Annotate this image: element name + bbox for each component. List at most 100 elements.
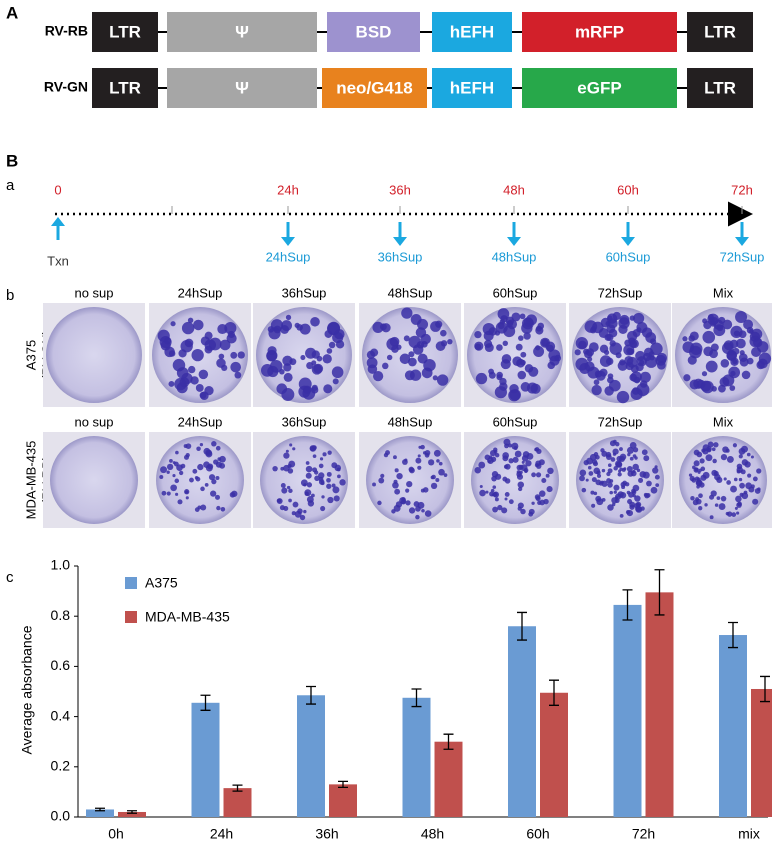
colony bbox=[736, 511, 740, 515]
colony bbox=[609, 342, 623, 355]
colony bbox=[230, 361, 241, 373]
colony bbox=[746, 452, 751, 457]
colony bbox=[447, 338, 453, 345]
colony bbox=[625, 482, 630, 487]
colony bbox=[726, 480, 731, 485]
column-label: 24hSup bbox=[178, 285, 223, 300]
colony bbox=[751, 346, 762, 358]
colony bbox=[525, 460, 532, 467]
colony bbox=[283, 372, 293, 382]
colony bbox=[394, 468, 399, 473]
colony bbox=[401, 307, 413, 319]
colony bbox=[732, 347, 740, 355]
colony bbox=[327, 322, 341, 336]
construct-part bbox=[92, 12, 158, 52]
colony bbox=[625, 510, 631, 515]
colony bbox=[494, 453, 500, 458]
colony bbox=[306, 482, 313, 488]
colony bbox=[289, 358, 297, 366]
colony bbox=[720, 359, 730, 368]
colony bbox=[635, 350, 646, 361]
colony bbox=[689, 342, 703, 356]
colony bbox=[328, 341, 336, 349]
colony bbox=[391, 509, 396, 514]
colony bbox=[421, 508, 425, 513]
colony bbox=[516, 473, 524, 480]
colony bbox=[490, 456, 497, 463]
colony bbox=[517, 481, 525, 488]
colony bbox=[694, 467, 699, 472]
x-tick-label: 24h bbox=[210, 826, 233, 842]
colony bbox=[383, 452, 389, 458]
colony bbox=[707, 441, 714, 448]
part-label: LTR bbox=[109, 78, 141, 97]
colony bbox=[716, 324, 724, 332]
colony bbox=[320, 481, 325, 486]
colony bbox=[219, 339, 231, 351]
colony bbox=[285, 314, 292, 321]
colony bbox=[432, 375, 438, 381]
column-label: no sup bbox=[74, 285, 113, 300]
colony bbox=[435, 341, 446, 351]
colony bbox=[613, 490, 617, 494]
event-arrowhead bbox=[393, 237, 407, 246]
colony bbox=[683, 374, 691, 382]
colony bbox=[410, 314, 422, 325]
colony bbox=[304, 489, 312, 497]
colony bbox=[757, 487, 761, 491]
colony bbox=[196, 446, 201, 452]
colony bbox=[528, 511, 534, 517]
colony bbox=[536, 448, 542, 455]
colony bbox=[520, 382, 531, 392]
colony bbox=[399, 353, 411, 365]
colony bbox=[175, 450, 179, 455]
event-arrowhead bbox=[621, 237, 635, 246]
colony bbox=[758, 352, 772, 365]
colony bbox=[184, 489, 190, 495]
colony bbox=[631, 488, 636, 494]
colony bbox=[612, 448, 619, 455]
colony bbox=[475, 372, 488, 385]
colony bbox=[479, 485, 483, 489]
event-label: 24hSup bbox=[266, 249, 311, 264]
colony bbox=[709, 515, 714, 520]
construct-part bbox=[522, 12, 677, 52]
colony bbox=[488, 368, 494, 375]
colony bbox=[159, 475, 164, 480]
colony bbox=[420, 444, 425, 450]
colony bbox=[747, 473, 752, 478]
construct-part bbox=[687, 68, 753, 108]
colony bbox=[409, 467, 415, 474]
colony bbox=[372, 482, 376, 487]
error-bar bbox=[549, 679, 559, 706]
colony bbox=[318, 472, 325, 479]
bar bbox=[613, 604, 642, 817]
column-label: Mix bbox=[713, 285, 734, 300]
colony bbox=[386, 354, 393, 361]
colony bbox=[735, 338, 746, 349]
colony bbox=[303, 509, 307, 514]
colony bbox=[199, 443, 204, 447]
error-bar bbox=[654, 569, 665, 616]
colony bbox=[700, 474, 707, 481]
colony bbox=[748, 329, 754, 335]
colony bbox=[579, 469, 587, 477]
colony bbox=[224, 322, 237, 335]
colony bbox=[204, 482, 209, 487]
colony bbox=[692, 499, 699, 506]
colony bbox=[497, 308, 510, 320]
colony bbox=[300, 355, 306, 361]
colony bbox=[702, 330, 716, 344]
colony bbox=[592, 459, 598, 465]
colony bbox=[203, 447, 211, 455]
colony bbox=[169, 459, 173, 463]
colony bbox=[276, 498, 283, 504]
bar bbox=[434, 741, 463, 817]
colony bbox=[299, 514, 306, 521]
colony bbox=[508, 499, 514, 505]
colony bbox=[496, 374, 503, 381]
colony bbox=[619, 447, 623, 451]
colony bbox=[318, 463, 324, 469]
colony bbox=[188, 365, 196, 374]
colony bbox=[595, 495, 602, 502]
